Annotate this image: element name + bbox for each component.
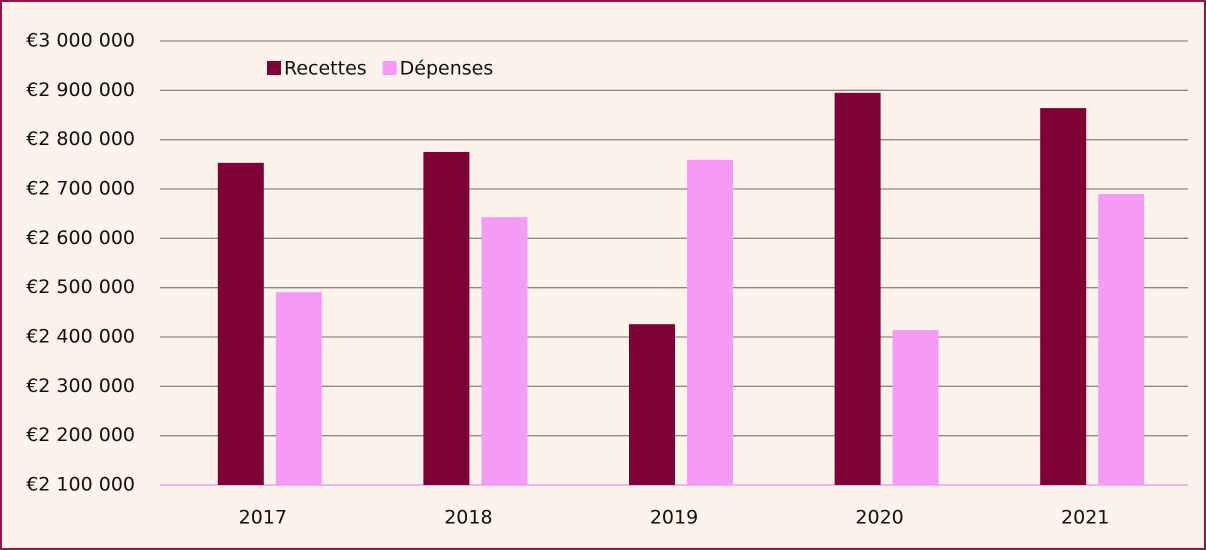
y-tick-label: €2 300 000 (26, 375, 135, 397)
legend-swatch (267, 61, 281, 75)
bar (481, 217, 528, 485)
bar (834, 92, 881, 486)
bar (687, 159, 733, 486)
legend-label: Dépenses (400, 58, 494, 80)
y-tick-label: €2 900 000 (26, 79, 135, 101)
y-tick-label: €2 100 000 (26, 474, 135, 496)
x-tick-label: 2019 (650, 507, 698, 529)
y-tick-label: €2 700 000 (26, 178, 135, 200)
y-tick-label: €2 800 000 (26, 128, 135, 150)
x-tick-label: 2018 (444, 507, 492, 529)
bar (629, 324, 675, 485)
legend-swatch (382, 61, 397, 75)
bar (217, 162, 264, 485)
x-tick-label: 2017 (239, 507, 287, 529)
y-tick-label: €3 000 000 (26, 30, 135, 52)
y-tick-label: €2 500 000 (26, 276, 135, 298)
y-tick-label: €2 200 000 (26, 424, 135, 446)
bar (1098, 193, 1145, 485)
y-tick-label: €2 600 000 (26, 227, 135, 249)
x-tick-label: 2020 (855, 507, 903, 529)
legend-label: Recettes (284, 58, 367, 80)
x-tick-label: 2021 (1061, 507, 1109, 529)
bar (275, 292, 322, 485)
bar (1040, 108, 1087, 486)
y-tick-label: €2 400 000 (26, 326, 135, 348)
bar (423, 152, 470, 485)
bar (892, 330, 939, 485)
